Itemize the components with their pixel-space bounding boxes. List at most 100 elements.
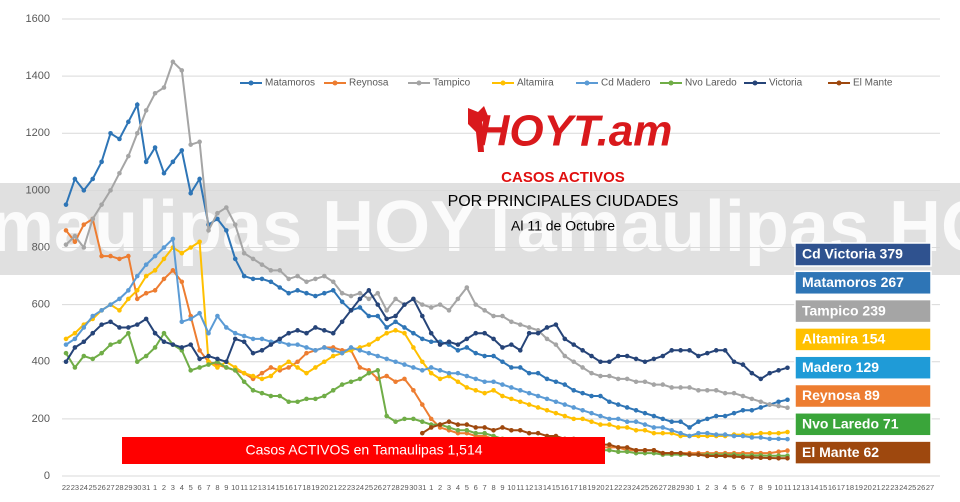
x-tick-label: 20 xyxy=(596,483,604,492)
data-point xyxy=(330,388,336,393)
data-point xyxy=(526,430,532,436)
data-point xyxy=(268,342,274,347)
data-point xyxy=(767,370,772,376)
y-tick-label: 1400 xyxy=(26,70,50,82)
data-point xyxy=(117,325,122,330)
x-tick-label: 13 xyxy=(534,483,542,492)
data-point xyxy=(428,339,434,345)
data-point xyxy=(526,402,532,407)
data-point xyxy=(580,348,585,353)
x-tick-label: 7 xyxy=(483,483,487,492)
data-point xyxy=(776,455,781,461)
data-point xyxy=(651,425,657,430)
data-point xyxy=(126,153,131,159)
data-point xyxy=(348,293,354,299)
data-point xyxy=(63,359,69,365)
data-point xyxy=(651,430,657,436)
data-point xyxy=(250,388,256,393)
data-point xyxy=(419,313,425,319)
data-point xyxy=(215,313,220,319)
data-point xyxy=(633,447,639,453)
x-tick-label: 3 xyxy=(447,483,451,492)
data-point xyxy=(81,339,87,345)
data-point xyxy=(322,393,327,399)
data-point xyxy=(188,316,194,322)
data-point xyxy=(72,345,78,350)
data-point xyxy=(411,330,416,336)
data-point xyxy=(366,288,372,293)
x-tick-label: 7 xyxy=(206,483,210,492)
y-tick-label: 200 xyxy=(32,413,50,425)
data-point xyxy=(535,405,541,410)
data-point xyxy=(553,399,559,405)
x-tick-label: 8 xyxy=(491,483,495,492)
data-point xyxy=(63,228,69,233)
x-tick-label: 21 xyxy=(872,483,880,492)
data-point xyxy=(580,416,585,422)
data-point xyxy=(99,322,104,327)
data-point xyxy=(304,290,309,296)
x-tick-label: 26 xyxy=(97,483,105,492)
data-point xyxy=(535,430,541,436)
callout-box xyxy=(794,242,932,267)
x-tick-label: 26 xyxy=(374,483,382,492)
data-point xyxy=(624,353,630,359)
data-point xyxy=(509,396,514,402)
data-point xyxy=(509,385,514,390)
data-point xyxy=(624,405,630,410)
series-line xyxy=(65,101,788,429)
data-point xyxy=(722,390,728,396)
x-tick-label: 15 xyxy=(552,483,560,492)
data-point xyxy=(215,210,220,216)
data-point xyxy=(705,350,710,356)
data-point xyxy=(72,365,78,370)
data-point xyxy=(304,396,309,402)
legend-marker xyxy=(836,80,842,86)
callout-box xyxy=(794,327,932,352)
data-point xyxy=(393,296,398,302)
x-tick-label: 10 xyxy=(774,483,782,492)
data-point xyxy=(678,348,683,353)
data-point xyxy=(393,419,398,425)
data-point xyxy=(339,350,345,356)
data-point xyxy=(384,325,389,330)
data-point xyxy=(473,302,479,307)
callout-box xyxy=(794,412,932,437)
data-point xyxy=(660,353,666,359)
data-point xyxy=(188,342,194,347)
data-point xyxy=(589,419,594,425)
x-tick-label: 30 xyxy=(685,483,693,492)
data-point xyxy=(286,365,291,370)
data-point xyxy=(705,416,710,422)
data-point xyxy=(678,430,683,436)
data-point xyxy=(152,145,158,150)
data-point xyxy=(615,425,621,430)
x-tick-label: 3 xyxy=(171,483,175,492)
data-point xyxy=(72,330,78,336)
data-point xyxy=(99,159,104,165)
data-point xyxy=(411,388,416,393)
data-point xyxy=(161,85,167,90)
data-point xyxy=(642,410,648,416)
data-point xyxy=(580,365,585,370)
data-point xyxy=(428,425,434,430)
data-point xyxy=(776,368,781,373)
x-tick-label: 28 xyxy=(668,483,676,492)
data-point xyxy=(72,233,78,239)
data-point xyxy=(402,325,407,330)
data-point xyxy=(607,447,612,453)
data-point xyxy=(740,362,746,367)
data-point xyxy=(455,379,461,385)
data-point xyxy=(437,376,443,382)
data-point xyxy=(161,245,167,250)
data-point xyxy=(143,290,149,296)
data-point xyxy=(526,390,532,396)
data-point xyxy=(357,305,363,310)
data-point xyxy=(678,450,683,456)
data-point xyxy=(500,345,505,350)
legend-marker xyxy=(248,80,254,86)
data-point xyxy=(241,250,247,256)
data-point xyxy=(446,425,452,430)
data-point xyxy=(384,356,389,362)
data-point xyxy=(419,336,425,342)
